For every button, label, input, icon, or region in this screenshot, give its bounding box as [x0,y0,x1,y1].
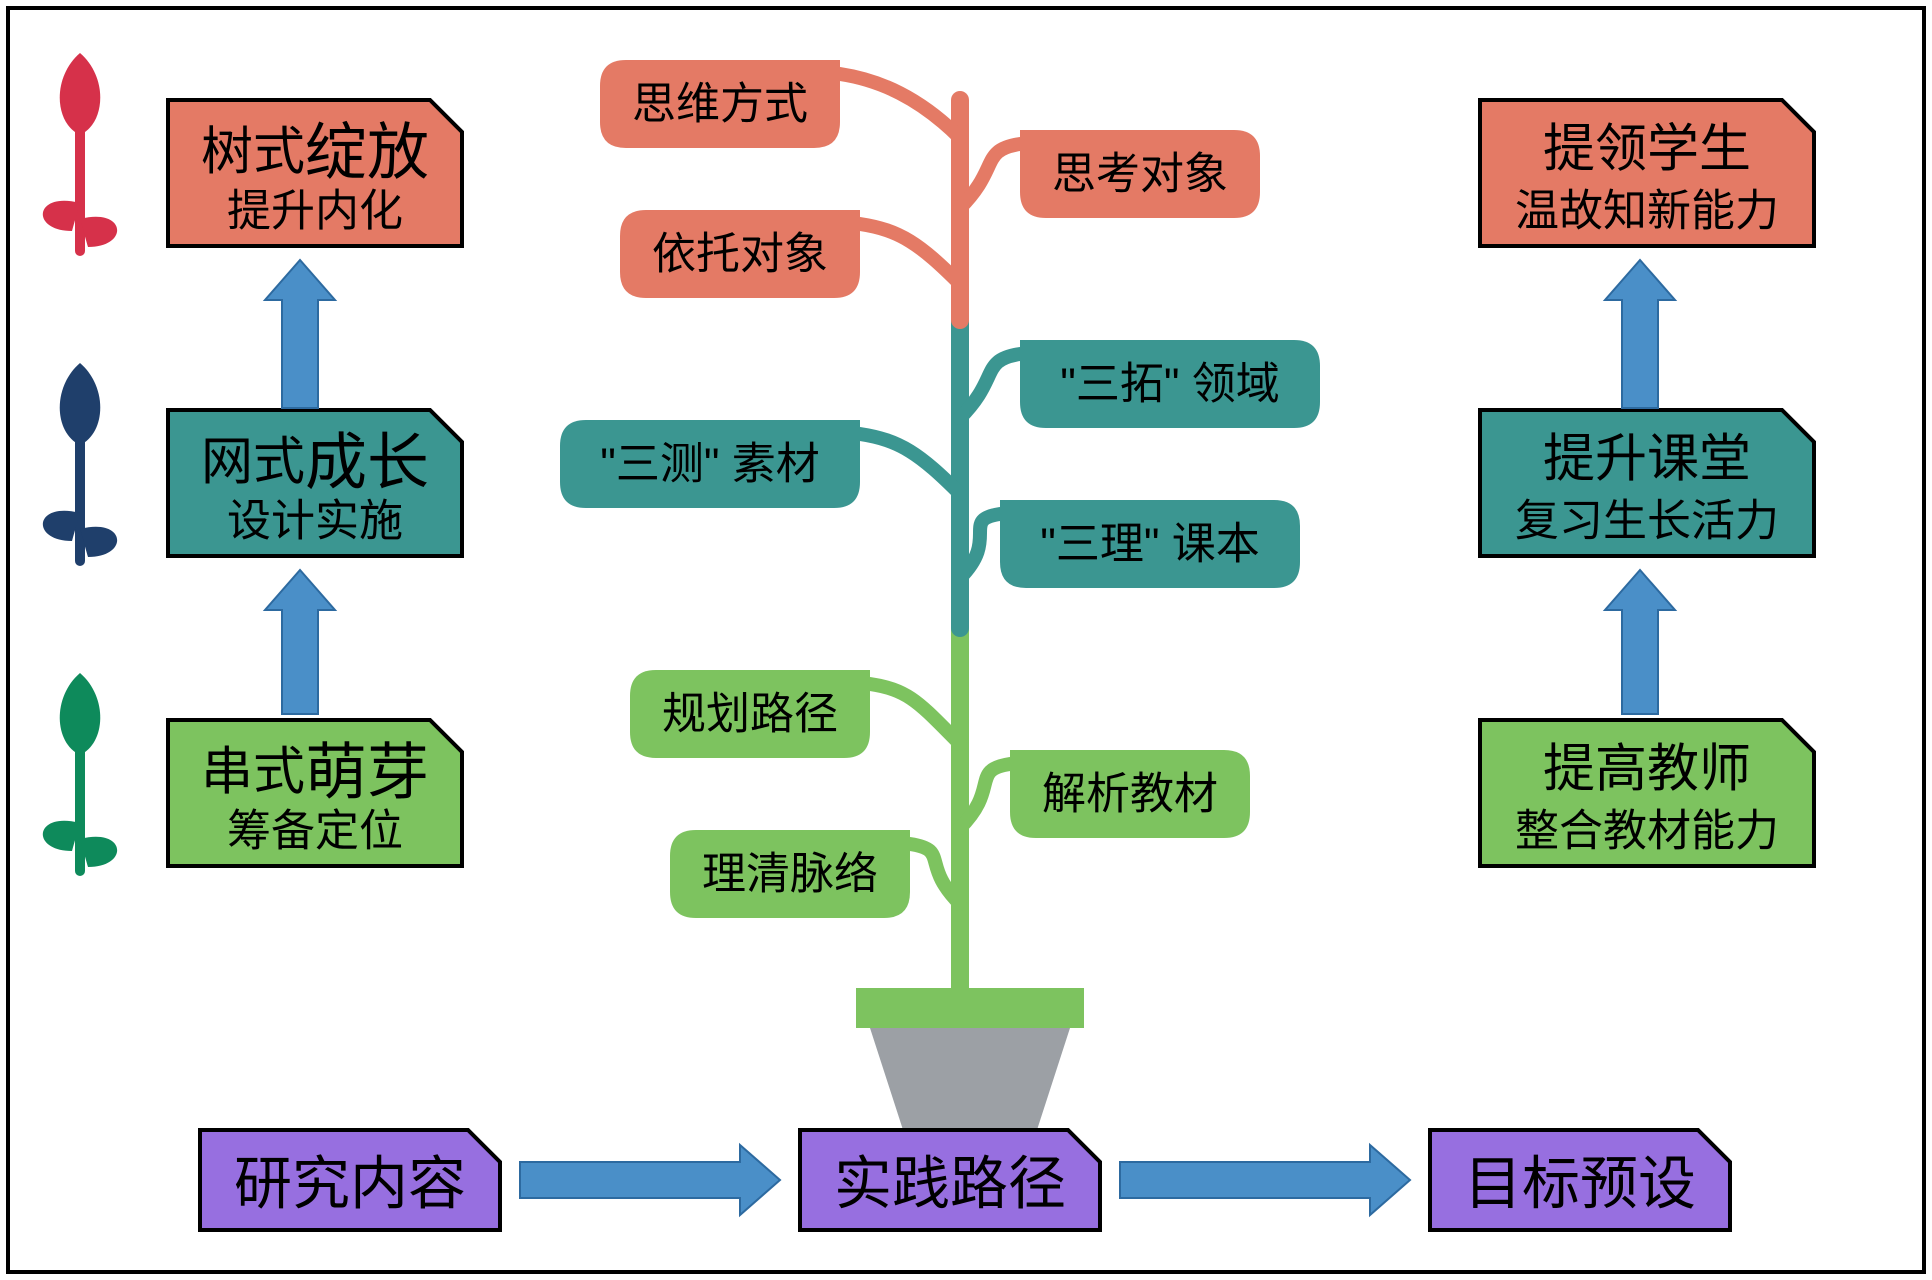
bottom-3-label: 目标预设 [1464,1152,1696,1217]
pot-body [870,1028,1070,1133]
diagram-svg: 思维方式思考对象依托对象 "三拓" 领域 "三测" 素材 "三理" 课本规划路径解析教… [0,0,1932,1280]
left-bot-subtitle: 筹备定位 [227,806,403,855]
right-mid-subtitle: 复习生长活力 [1515,496,1779,545]
leaf-siwei-label: 思维方式 [632,80,808,129]
leaf-sance-label: "三测" 素材 [600,440,819,489]
leaf-sikao-label: 思考对象 [1052,150,1228,199]
leaf-yituo-label: 依托对象 [652,230,828,279]
right-top-title: 提领学生 [1543,121,1751,179]
leaf-guihua-label: 规划路径 [662,690,838,739]
right-top-subtitle: 温故知新能力 [1515,186,1779,235]
diagram-root: 思维方式思考对象依托对象 "三拓" 领域 "三测" 素材 "三理" 课本规划路径解析教… [0,0,1932,1280]
right-mid-title: 提升课堂 [1543,431,1751,489]
leaf-liqing-label: 理清脉络 [702,850,878,899]
left-mid-title: 网式成长 [201,428,429,497]
pot-rim [856,988,1084,1028]
bottom-1-label: 研究内容 [234,1152,466,1217]
left-top-subtitle: 提升内化 [227,186,403,235]
left-bot-title: 串式萌芽 [201,738,429,807]
leaf-sanli-label: "三理" 课本 [1040,520,1259,569]
left-top-title: 树式绽放 [201,118,429,187]
right-bot-subtitle: 整合教材能力 [1515,806,1779,855]
leaf-santuo-label: "三拓" 领域 [1060,360,1279,409]
bottom-2-label: 实践路径 [834,1152,1066,1217]
left-mid-subtitle: 设计实施 [227,496,403,545]
leaf-jiexi-label: 解析教材 [1042,770,1218,819]
right-bot-title: 提高教师 [1543,741,1751,799]
